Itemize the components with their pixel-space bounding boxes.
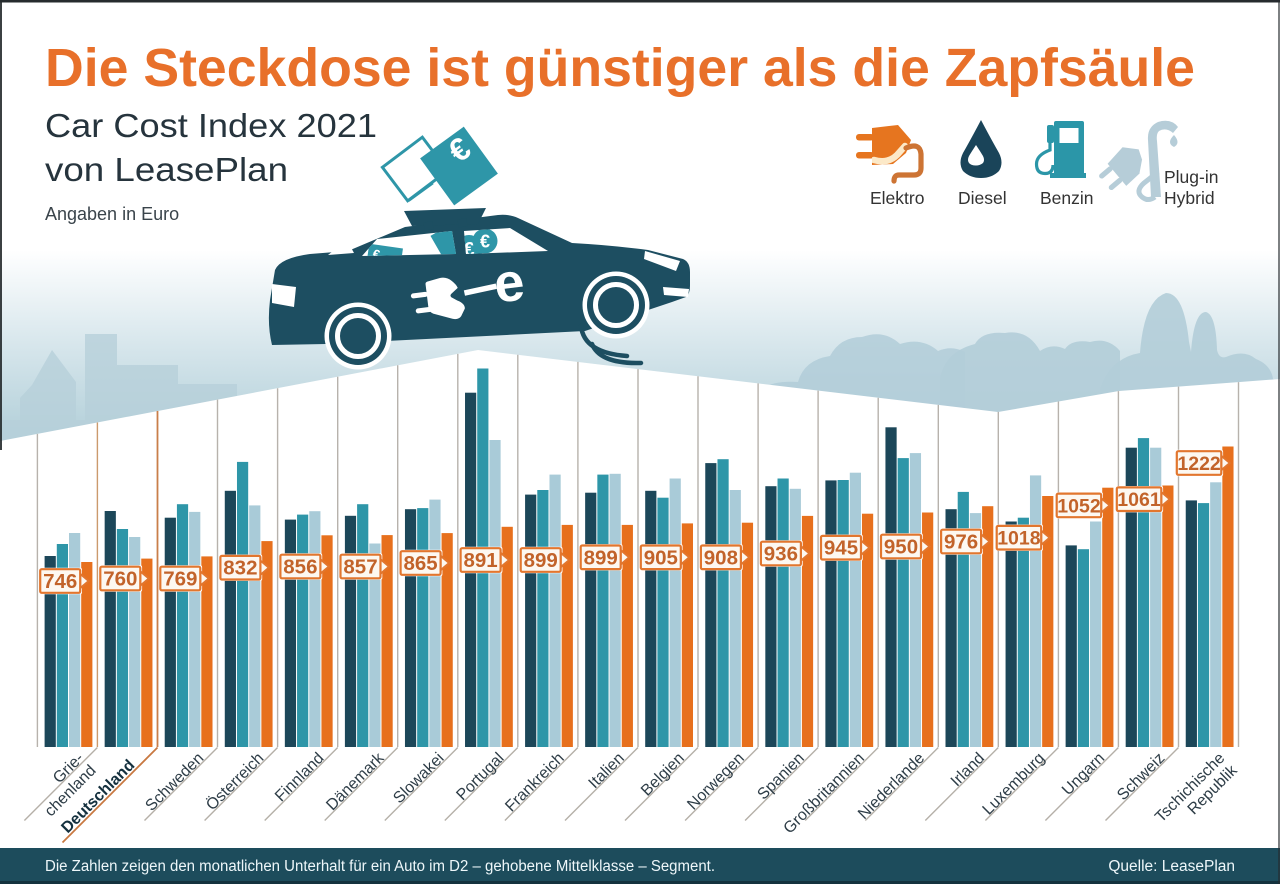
svg-text:1052: 1052 bbox=[1057, 495, 1101, 517]
svg-text:832: 832 bbox=[223, 557, 257, 580]
svg-text:976: 976 bbox=[944, 531, 978, 554]
svg-text:905: 905 bbox=[644, 546, 678, 569]
svg-text:899: 899 bbox=[584, 546, 618, 569]
svg-text:Benzin: Benzin bbox=[1040, 188, 1094, 208]
svg-text:Die Zahlen zeigen den monatlic: Die Zahlen zeigen den monatlichen Unterh… bbox=[45, 858, 715, 875]
svg-text:e: e bbox=[490, 251, 527, 314]
svg-text:Elektro: Elektro bbox=[870, 188, 924, 208]
svg-text:Angaben in Euro: Angaben in Euro bbox=[45, 204, 179, 224]
svg-text:760: 760 bbox=[103, 568, 137, 591]
svg-text:€: € bbox=[372, 246, 381, 262]
svg-text:769: 769 bbox=[163, 568, 197, 591]
svg-text:856: 856 bbox=[283, 556, 317, 579]
svg-text:891: 891 bbox=[463, 549, 497, 572]
svg-text:€: € bbox=[480, 232, 490, 252]
svg-text:899: 899 bbox=[524, 549, 558, 572]
svg-text:Die Steckdose ist günstiger al: Die Steckdose ist günstiger als die Zapf… bbox=[45, 38, 1195, 98]
svg-text:950: 950 bbox=[884, 536, 918, 559]
svg-text:€: € bbox=[463, 239, 474, 261]
svg-text:1061: 1061 bbox=[1117, 489, 1161, 511]
svg-text:Diesel: Diesel bbox=[958, 188, 1007, 208]
svg-text:1222: 1222 bbox=[1177, 453, 1221, 475]
svg-text:908: 908 bbox=[704, 546, 738, 569]
svg-text:865: 865 bbox=[403, 552, 437, 575]
svg-text:Car Cost Index 2021: Car Cost Index 2021 bbox=[45, 107, 377, 144]
svg-text:Plug-in: Plug-in bbox=[1164, 167, 1218, 187]
svg-text:Quelle: LeasePlan: Quelle: LeasePlan bbox=[1108, 858, 1235, 875]
svg-text:1018: 1018 bbox=[997, 528, 1041, 550]
svg-text:857: 857 bbox=[343, 556, 377, 579]
svg-text:945: 945 bbox=[824, 537, 858, 560]
svg-text:von LeasePlan: von LeasePlan bbox=[45, 151, 288, 188]
svg-text:936: 936 bbox=[764, 543, 798, 566]
svg-text:Hybrid: Hybrid bbox=[1164, 188, 1215, 208]
svg-text:746: 746 bbox=[43, 570, 77, 593]
